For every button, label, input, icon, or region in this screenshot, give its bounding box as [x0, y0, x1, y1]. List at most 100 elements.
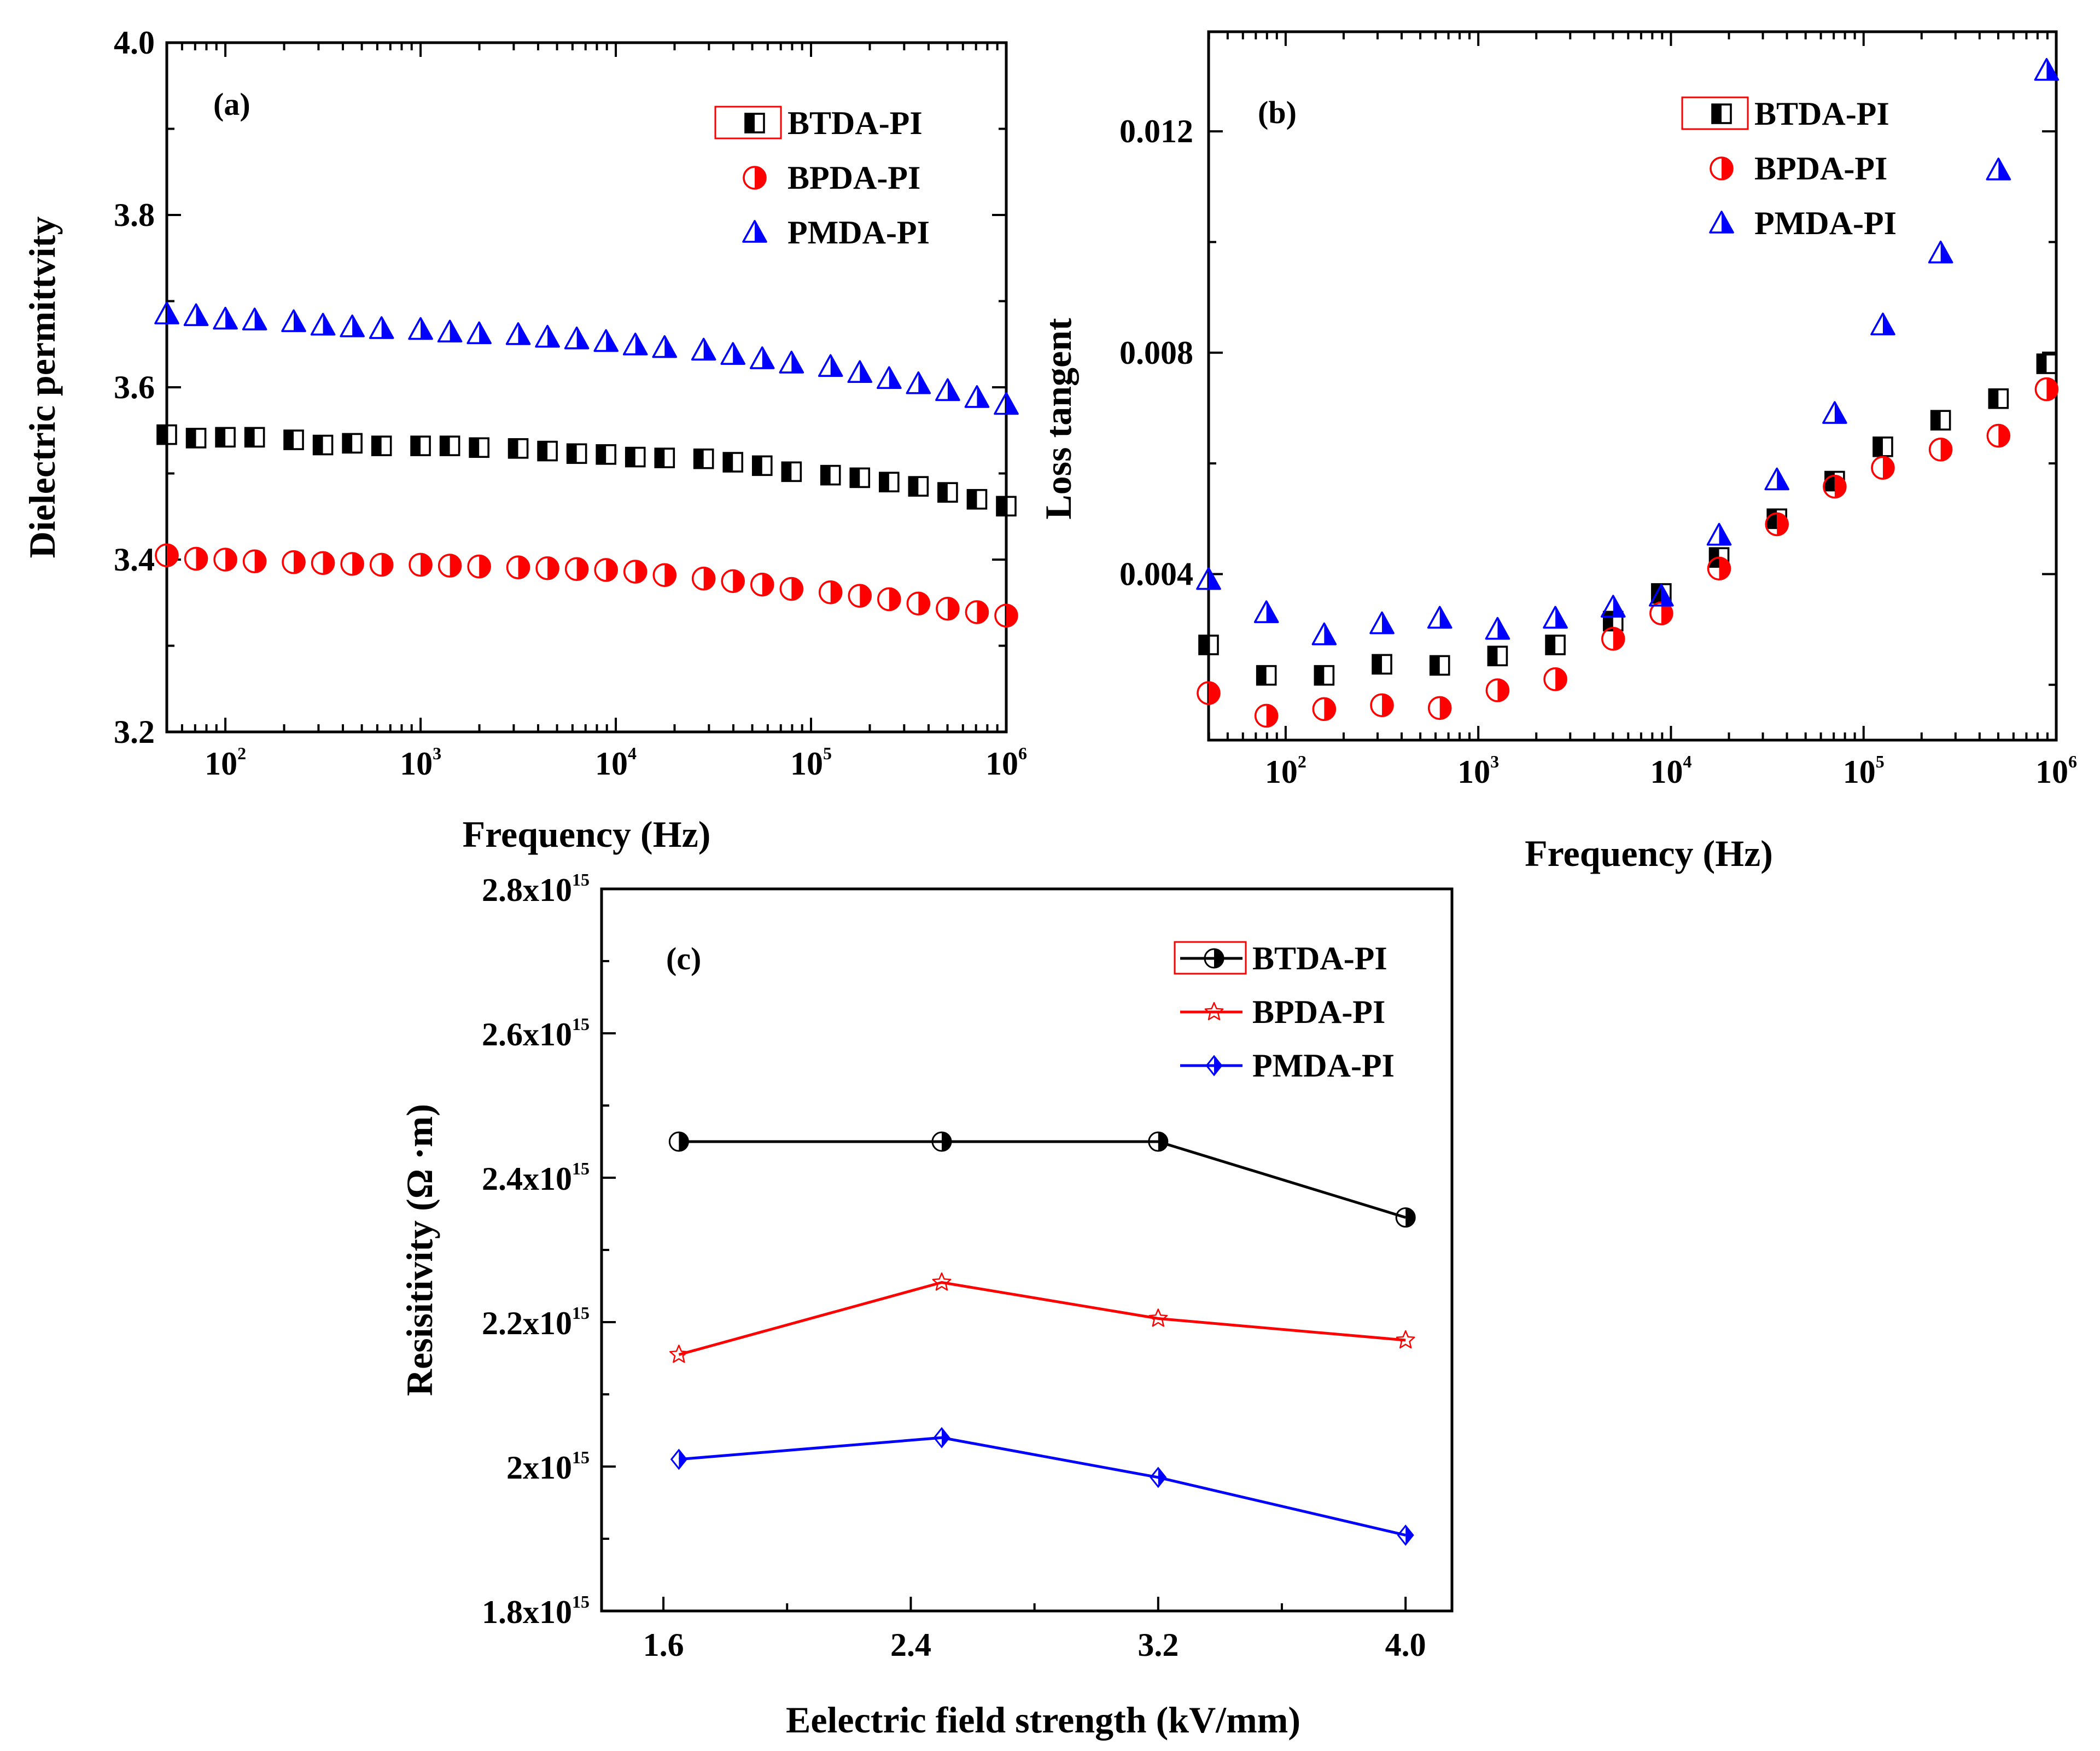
data-point-pmda-pi	[994, 392, 1019, 415]
y-tick-label: 4.0	[114, 25, 155, 61]
marker-fill	[576, 558, 588, 580]
marker-fill	[167, 544, 178, 567]
x-tick-exponent: 4	[1683, 752, 1691, 771]
marker-fill	[791, 578, 803, 600]
marker-outline	[1372, 654, 1392, 675]
marker-outline	[721, 569, 745, 594]
marker-fill	[782, 462, 792, 481]
x-tick-label: 102	[205, 743, 246, 782]
data-point-pmda-pi	[1822, 401, 1847, 424]
data-point-bpda-pi	[669, 1345, 689, 1363]
data-point-pmda-pi	[691, 338, 716, 361]
y-tick-label: 2x1015	[506, 1447, 590, 1486]
marker-outline	[535, 324, 560, 348]
marker-fill	[1266, 705, 1278, 727]
data-point-btda-pi	[537, 440, 558, 462]
marker-fill	[947, 597, 959, 620]
series-line-bpda-pi	[678, 1281, 1406, 1356]
marker-outline	[996, 496, 1017, 517]
x-tick-exponent: 4	[628, 743, 637, 763]
x-tick-base: 10	[1265, 754, 1298, 790]
marker-outline	[1369, 611, 1395, 635]
data-point-pmda-pi	[847, 360, 873, 383]
marker-outline	[154, 301, 179, 324]
y-tick-label: 3.4	[114, 542, 155, 578]
marker-outline	[1311, 622, 1337, 645]
marker-outline	[311, 551, 335, 575]
y-tick-exponent: 15	[572, 1303, 590, 1323]
data-point-bpda-pi	[965, 600, 989, 624]
data-point-pmda-pi	[2034, 58, 2060, 81]
marker-fill	[1209, 682, 1220, 705]
marker-fill	[1488, 647, 1498, 666]
marker-outline	[438, 554, 462, 578]
marker-fill	[2037, 354, 2047, 374]
marker-fill	[1324, 698, 1335, 720]
marker-fill	[679, 1450, 686, 1469]
x-tick-exponent: 6	[2068, 752, 2077, 771]
marker-outline	[965, 600, 989, 624]
data-point-pmda-pi	[1986, 158, 2011, 181]
y-axis-title: Dielectric permittvity	[21, 217, 63, 559]
marker-outline	[906, 591, 931, 616]
marker-fill	[664, 564, 676, 586]
marker-outline	[535, 556, 559, 580]
data-point-pmda-pi	[906, 371, 931, 394]
marker-outline	[652, 335, 678, 358]
marker-fill	[313, 435, 323, 455]
data-point-bpda-pi	[1765, 512, 1789, 537]
x-tick-base: 10	[985, 746, 1018, 782]
x-tick-label: 2.4	[890, 1627, 931, 1663]
data-point-bpda-pi	[1601, 627, 1625, 651]
data-point-bpda-pi	[2034, 377, 2059, 402]
legend-label-bpda-pi: BPDA-PI	[788, 160, 920, 196]
marker-fill	[1405, 1526, 1413, 1545]
panel-label: (c)	[666, 941, 701, 976]
marker-outline	[931, 1131, 952, 1152]
y-tick-label: 2.8x1015	[482, 870, 590, 908]
data-point-bpda-pi	[906, 591, 931, 616]
marker-outline	[1198, 635, 1219, 655]
marker-fill	[1497, 679, 1509, 701]
data-point-pmda-pi	[1369, 611, 1395, 635]
data-point-btda-pi	[244, 427, 265, 448]
marker-fill	[294, 551, 305, 573]
marker-outline	[994, 603, 1018, 628]
marker-fill	[733, 570, 744, 592]
marker-outline	[670, 1448, 687, 1470]
marker-outline	[184, 546, 208, 571]
marker-outline	[1205, 1055, 1223, 1077]
marker-fill	[1006, 604, 1017, 627]
data-point-btda-pi	[1372, 654, 1392, 675]
data-point-pmda-pi	[281, 309, 306, 333]
x-tick-label: 3.2	[1138, 1627, 1179, 1663]
marker-fill	[518, 556, 529, 579]
x-tick-base: 10	[400, 746, 433, 782]
marker-outline	[877, 366, 902, 389]
legend-label-pmda-pi: PMDA-PI	[1252, 1048, 1395, 1084]
data-point-btda-pi	[966, 488, 988, 510]
data-point-pmda-pi	[1764, 467, 1789, 491]
data-point-bpda-pi	[242, 549, 267, 573]
legend-highlight-box	[1174, 941, 1247, 975]
data-point-btda-pi	[1487, 645, 1508, 667]
marker-fill	[1257, 666, 1267, 685]
marker-fill	[1825, 472, 1835, 491]
x-tick-base: 10	[595, 746, 628, 782]
marker-outline	[1197, 681, 1221, 705]
marker-outline	[935, 378, 960, 402]
data-point-btda-pi	[215, 427, 236, 448]
marker-fill	[1158, 1132, 1168, 1151]
x-tick-label: 102	[1265, 752, 1306, 790]
data-point-pmda-pi	[242, 307, 267, 330]
data-point-btda-pi	[1930, 410, 1951, 431]
x-tick-base: 10	[205, 746, 237, 782]
legend-marker-bpda-pi	[743, 166, 767, 190]
marker-outline	[932, 1272, 952, 1291]
marker-outline	[622, 333, 648, 356]
data-point-btda-pi	[908, 476, 929, 497]
marker-outline	[342, 433, 363, 454]
data-point-pmda-pi	[564, 327, 590, 350]
marker-outline	[1765, 512, 1789, 537]
